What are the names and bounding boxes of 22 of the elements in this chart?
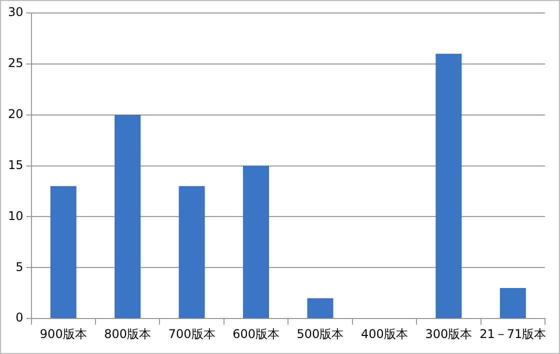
bar [436, 54, 462, 318]
x-tick-label: 700版本 [168, 326, 216, 341]
x-tick-label: 400版本 [361, 326, 408, 341]
y-tick-label: 5 [16, 260, 24, 274]
bar [178, 186, 205, 318]
y-tick-label: 20 [8, 106, 24, 121]
y-tick-label: 10 [8, 208, 24, 223]
x-tick-label: 600版本 [232, 326, 280, 341]
bar [50, 186, 76, 318]
x-tick-label: 21－71版本 [480, 326, 546, 341]
bar [114, 114, 141, 318]
x-tick-label: 800版本 [104, 326, 152, 341]
y-tick-label: 15 [8, 158, 24, 172]
x-tick-label: 300版本 [425, 326, 472, 341]
y-tick-label: 30 [8, 5, 24, 20]
y-tick-label: 25 [8, 56, 24, 70]
y-tick-label: 0 [16, 310, 24, 325]
bar [500, 288, 526, 318]
bar [243, 166, 270, 318]
x-tick-label: 900版本 [40, 326, 87, 341]
x-tick-label: 500版本 [296, 326, 344, 341]
bar [307, 298, 334, 318]
